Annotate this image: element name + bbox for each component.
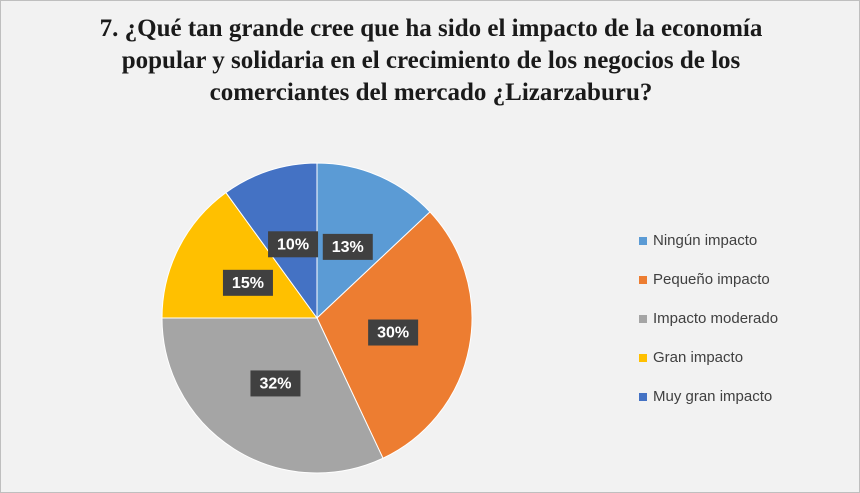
data-label: 10% — [277, 237, 309, 254]
data-label: 13% — [332, 239, 364, 256]
legend-label: Muy gran impacto — [653, 388, 772, 405]
legend-swatch — [639, 315, 647, 323]
legend-swatch — [639, 354, 647, 362]
legend-swatch — [639, 237, 647, 245]
chart-title: 7. ¿Qué tan grande cree que ha sido el i… — [99, 15, 763, 106]
legend-swatch — [639, 393, 647, 401]
legend-label: Gran impacto — [653, 349, 743, 366]
data-label-box — [322, 233, 373, 260]
pie-slice — [316, 162, 431, 320]
data-label: 15% — [232, 275, 264, 292]
data-label: 32% — [259, 376, 291, 393]
pie-slice — [161, 191, 318, 319]
data-label-box — [268, 231, 319, 258]
legend-label: Pequeño impacto — [653, 271, 770, 288]
legend-label: Ningún impacto — [653, 232, 757, 249]
data-label-box — [368, 319, 419, 346]
legend-label: Impacto moderado — [653, 310, 778, 327]
data-label-box — [222, 269, 273, 296]
data-label: 30% — [377, 325, 409, 342]
legend-swatch — [639, 276, 647, 284]
data-label-box — [250, 370, 301, 397]
